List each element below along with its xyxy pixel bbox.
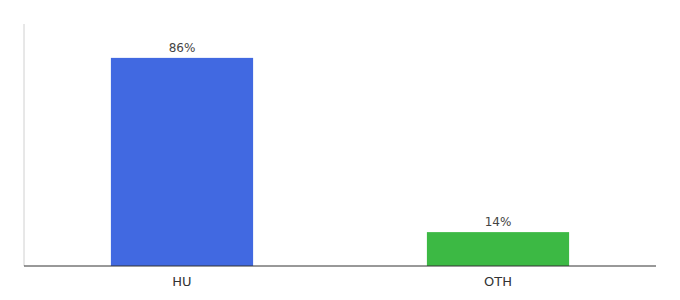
x-tick-label: OTH (484, 274, 512, 289)
data-label: 86% (169, 41, 196, 55)
chart: 86% 14% HU OTH (0, 0, 680, 300)
x-axis-line (24, 266, 656, 267)
bars (111, 58, 569, 266)
y-axis-line (24, 24, 25, 266)
chart-container: 86% 14% HU OTH (0, 0, 680, 300)
bar (111, 58, 253, 266)
bar (427, 232, 569, 266)
x-tick-label: HU (172, 274, 191, 289)
plot-area: 86% 14% HU OTH (24, 24, 656, 289)
data-label: 14% (485, 215, 512, 229)
